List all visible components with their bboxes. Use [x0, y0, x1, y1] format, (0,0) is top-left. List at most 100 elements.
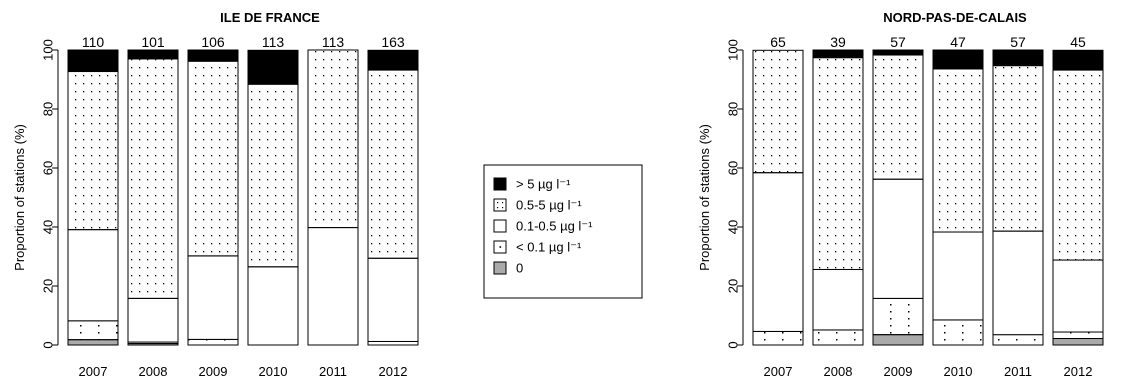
legend-label: 0 [516, 261, 523, 276]
bar-segment-c-0-1-0-5 [187, 255, 239, 340]
station-count-label: 57 [890, 34, 906, 50]
station-count-labels: 110 101 106 113 113 163 [82, 34, 405, 50]
station-count-label: 113 [322, 34, 345, 50]
bar-segment-above-5 [992, 49, 1044, 67]
bar-segment-c-0-5-5 [367, 69, 419, 259]
y-tick-label: 80 [41, 102, 56, 116]
station-count-label: 57 [1010, 34, 1026, 50]
legend-label: > 5 µg l⁻¹ [516, 177, 571, 192]
bar-segment-below-0-1 [812, 329, 864, 346]
bar-segment-c-0-5-5 [247, 83, 299, 268]
legend-label: 0.1-0.5 µg l⁻¹ [516, 219, 593, 234]
legend-items: > 5 µg l⁻¹ 0.5-5 µg l⁻¹ 0.1-0.5 µg l⁻¹ < 0.… [493, 177, 593, 276]
legend-swatch-c-0-1-0-5 [493, 219, 507, 233]
legend-label: 0.5-5 µg l⁻¹ [516, 198, 582, 213]
x-tick-labels: 2007 2008 2009 2010 2011 2012 [79, 364, 408, 379]
bar-segment-above-5 [187, 49, 239, 62]
panel-nord-pas-de-calais: NORD-PAS-DE-CALAIS Proportion of station… [697, 10, 1104, 379]
bar-segment-c-0-1-0-5 [872, 178, 924, 299]
y-axis-label: Proportion of stations (%) [697, 124, 712, 271]
bar-segment-c-0-5-5 [307, 49, 359, 229]
x-tick-label: 2007 [79, 364, 108, 379]
legend-dot [502, 202, 504, 204]
x-tick-label: 2012 [1064, 364, 1093, 379]
y-axis: 0 20 40 60 80 100 [726, 39, 744, 349]
y-tick-label: 80 [726, 102, 741, 116]
station-count-label: 45 [1070, 34, 1086, 50]
station-count-label: 106 [201, 34, 225, 50]
bar-segment-c-0-1-0-5 [752, 172, 804, 332]
station-count-label: 101 [141, 34, 165, 50]
bar-segment-c-0-5-5 [1052, 69, 1104, 261]
bar-segment-below-0-1 [932, 319, 984, 346]
x-tick-label: 2009 [199, 364, 228, 379]
legend-dot [499, 246, 502, 248]
bar-segment-below-0-1 [1052, 331, 1104, 340]
y-tick-label: 60 [726, 161, 741, 175]
bar-segment-c-0-1-0-5 [932, 231, 984, 321]
legend-swatch-above-5 [493, 177, 507, 191]
station-count-label: 39 [830, 34, 846, 50]
x-tick-label: 2008 [139, 364, 168, 379]
bar-segment-above-5 [932, 49, 984, 70]
bar-segment-c-0-5-5 [812, 57, 864, 270]
y-tick-label: 100 [41, 39, 56, 61]
bar-segment-below-0-1 [367, 340, 419, 346]
x-tick-label: 2008 [824, 364, 853, 379]
x-tick-label: 2011 [1004, 364, 1032, 379]
chart-title: NORD-PAS-DE-CALAIS [883, 10, 1027, 25]
bar-segment-c-0-5-5 [872, 54, 924, 180]
bar-segment-above-5 [1052, 49, 1104, 71]
bar-segment-above-5 [812, 49, 864, 59]
y-axis: 0 20 40 60 80 100 [41, 39, 59, 349]
station-count-labels: 65 39 57 47 57 45 [770, 34, 1086, 50]
station-count-label: 110 [82, 34, 105, 50]
legend-box [483, 164, 643, 299]
bar-segment-zero [872, 334, 924, 346]
bar-segment-c-0-1-0-5 [127, 297, 179, 343]
bar-segment-c-0-1-0-5 [992, 230, 1044, 336]
bar-segment-c-0-5-5 [992, 65, 1044, 232]
bar-segment-c-0-5-5 [187, 60, 239, 257]
bar-segment-c-0-1-0-5 [367, 257, 419, 342]
y-tick-label: 60 [41, 161, 56, 175]
bars [67, 49, 419, 346]
bar-segment-above-5 [247, 49, 299, 85]
bar-segment-below-0-1 [752, 330, 804, 346]
x-tick-label: 2010 [259, 364, 288, 379]
bar-segment-below-0-1 [992, 334, 1044, 346]
bars [752, 49, 1104, 346]
bar-segment-c-0-1-0-5 [812, 268, 864, 331]
y-axis-label: Proportion of stations (%) [12, 124, 27, 271]
bar-segment-c-0-1-0-5 [67, 229, 119, 322]
y-tick-label: 40 [41, 220, 56, 234]
legend-dot [502, 207, 504, 209]
panel-ile-de-france: ILE DE FRANCE Proportion of stations (%)… [12, 10, 419, 379]
y-tick-label: 40 [726, 220, 741, 234]
bar-segment-above-5 [367, 49, 419, 71]
x-tick-label: 2009 [884, 364, 913, 379]
bar-segment-c-0-1-0-5 [307, 227, 359, 346]
x-tick-label: 2010 [944, 364, 973, 379]
y-tick-label: 20 [726, 279, 741, 293]
legend-swatch-c-0-5-5 [493, 198, 507, 212]
bar-segment-c-0-5-5 [752, 49, 804, 174]
bar-segment-above-5 [872, 49, 924, 56]
station-count-label: 47 [950, 34, 966, 50]
bar-segment-below-0-1 [872, 297, 924, 336]
y-tick-label: 0 [726, 341, 741, 348]
station-count-label: 163 [381, 34, 405, 50]
chart-title: ILE DE FRANCE [220, 10, 320, 25]
bar-segment-above-5 [67, 49, 119, 73]
bar-segment-zero [1052, 338, 1104, 346]
legend-dot [497, 207, 499, 209]
station-count-label: 65 [770, 34, 786, 50]
x-tick-labels: 2007 2008 2009 2010 2011 2012 [764, 364, 1093, 379]
x-tick-label: 2007 [764, 364, 793, 379]
bar-segment-c-0-1-0-5 [1052, 259, 1104, 333]
legend: > 5 µg l⁻¹ 0.5-5 µg l⁻¹ 0.1-0.5 µg l⁻¹ < 0.… [483, 164, 643, 299]
bar-segment-c-0-5-5 [67, 71, 119, 231]
y-tick-label: 0 [41, 341, 56, 348]
legend-swatch-zero [493, 261, 507, 275]
